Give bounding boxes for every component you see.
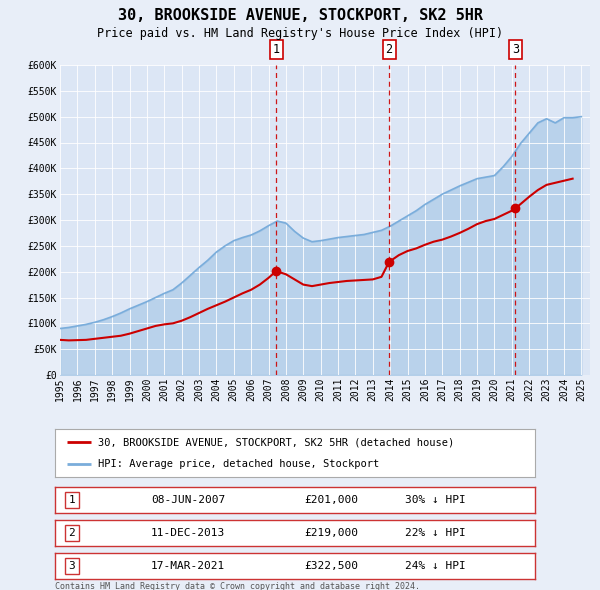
Text: 30, BROOKSIDE AVENUE, STOCKPORT, SK2 5HR: 30, BROOKSIDE AVENUE, STOCKPORT, SK2 5HR [118,8,482,23]
Text: Price paid vs. HM Land Registry's House Price Index (HPI): Price paid vs. HM Land Registry's House … [97,27,503,40]
Text: HPI: Average price, detached house, Stockport: HPI: Average price, detached house, Stoc… [98,458,379,468]
Text: 11-DEC-2013: 11-DEC-2013 [151,528,225,538]
Text: 24% ↓ HPI: 24% ↓ HPI [406,561,466,571]
Text: 22% ↓ HPI: 22% ↓ HPI [406,528,466,538]
Text: 3: 3 [68,561,75,571]
Text: 1: 1 [68,495,75,505]
Text: £219,000: £219,000 [305,528,359,538]
Text: 17-MAR-2021: 17-MAR-2021 [151,561,225,571]
Text: 2: 2 [68,528,75,538]
Text: 3: 3 [512,43,519,56]
Text: Contains HM Land Registry data © Crown copyright and database right 2024.
This d: Contains HM Land Registry data © Crown c… [55,582,420,590]
Text: 08-JUN-2007: 08-JUN-2007 [151,495,225,505]
Text: 2: 2 [386,43,392,56]
Text: 30, BROOKSIDE AVENUE, STOCKPORT, SK2 5HR (detached house): 30, BROOKSIDE AVENUE, STOCKPORT, SK2 5HR… [98,437,454,447]
Text: £201,000: £201,000 [305,495,359,505]
Text: 30% ↓ HPI: 30% ↓ HPI [406,495,466,505]
Text: 1: 1 [272,43,280,56]
Text: £322,500: £322,500 [305,561,359,571]
